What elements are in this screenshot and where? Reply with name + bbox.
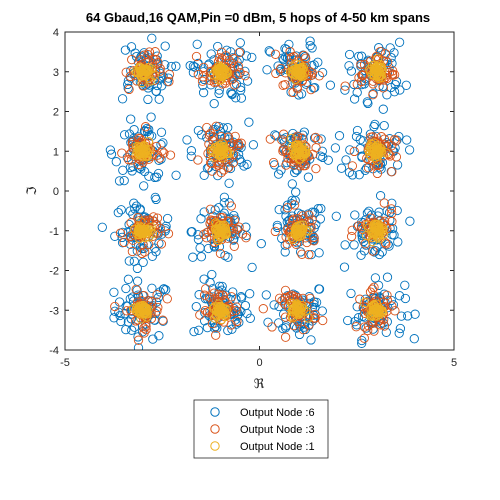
legend-label: Output Node :3 bbox=[240, 424, 315, 436]
legend-label: Output Node :6 bbox=[240, 407, 315, 419]
y-tick-label: -1 bbox=[49, 226, 59, 238]
x-axis-label: ℜ bbox=[254, 377, 265, 392]
y-tick-label: -2 bbox=[49, 266, 59, 278]
y-tick-label: 4 bbox=[53, 27, 59, 39]
y-axis-label: ℑ bbox=[25, 186, 40, 195]
y-tick-label: 0 bbox=[53, 186, 59, 198]
x-tick-label: 5 bbox=[451, 357, 457, 369]
chart-title: 64 Gbaud,16 QAM,Pin =0 dBm, 5 hops of 4-… bbox=[86, 10, 430, 25]
x-tick-label: 0 bbox=[256, 357, 262, 369]
y-tick-label: 3 bbox=[53, 67, 59, 79]
plot-area: -5 0 5 -4 -3 -2 -1 0 1 2 3 4 bbox=[49, 27, 457, 369]
legend: Output Node :6 Output Node :3 Output Node … bbox=[194, 400, 328, 458]
x-tick-label: -5 bbox=[60, 357, 70, 369]
y-tick-label: 2 bbox=[53, 107, 59, 119]
legend-label: Output Node :1 bbox=[240, 441, 315, 453]
y-tick-label: 1 bbox=[53, 146, 59, 158]
y-tick-label: -3 bbox=[49, 305, 59, 317]
y-tick-label: -4 bbox=[49, 345, 59, 357]
